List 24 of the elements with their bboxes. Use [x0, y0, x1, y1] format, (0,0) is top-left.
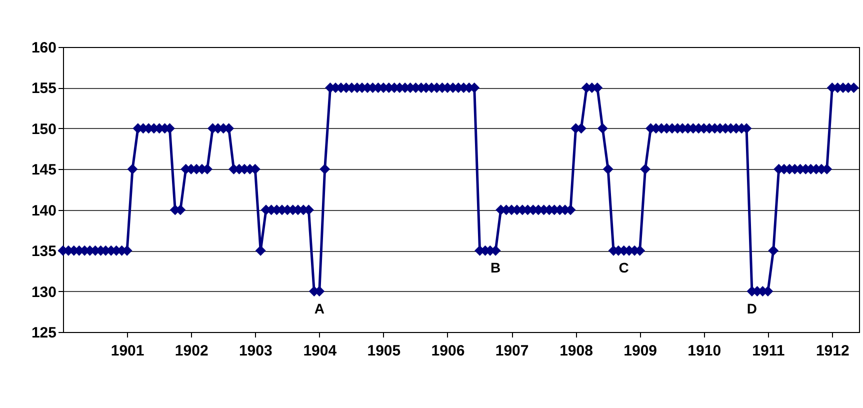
- x-tick-label: 1905: [367, 342, 401, 360]
- x-tick-label: 1909: [624, 342, 658, 360]
- x-tick-label: 1901: [110, 342, 144, 360]
- y-tick-label: 130: [31, 284, 56, 301]
- annotation: C: [618, 260, 629, 276]
- x-tick-label: 1902: [174, 342, 208, 360]
- x-tick-label: 1911: [752, 342, 785, 360]
- annotation: A: [314, 300, 324, 316]
- y-tick-label: 145: [31, 162, 56, 179]
- y-tick-label: 155: [31, 80, 56, 98]
- x-tick-label: 1910: [688, 342, 722, 360]
- x-tick-label: 1907: [495, 342, 529, 360]
- y-tick-label: 160: [31, 40, 56, 56]
- x-tick-label: 1903: [238, 342, 272, 360]
- x-tick-label: 1906: [431, 342, 465, 360]
- y-tick-label: 125: [31, 324, 56, 342]
- y-tick-label: 150: [31, 120, 56, 138]
- x-tick-label: 1908: [560, 342, 593, 360]
- y-tick-label: 140: [31, 202, 56, 220]
- annotation: D: [746, 300, 758, 316]
- x-tick-label: 1912: [816, 342, 850, 360]
- y-tick-label: 135: [31, 243, 56, 260]
- x-tick-label: 1904: [303, 342, 338, 360]
- annotation: B: [490, 260, 501, 276]
